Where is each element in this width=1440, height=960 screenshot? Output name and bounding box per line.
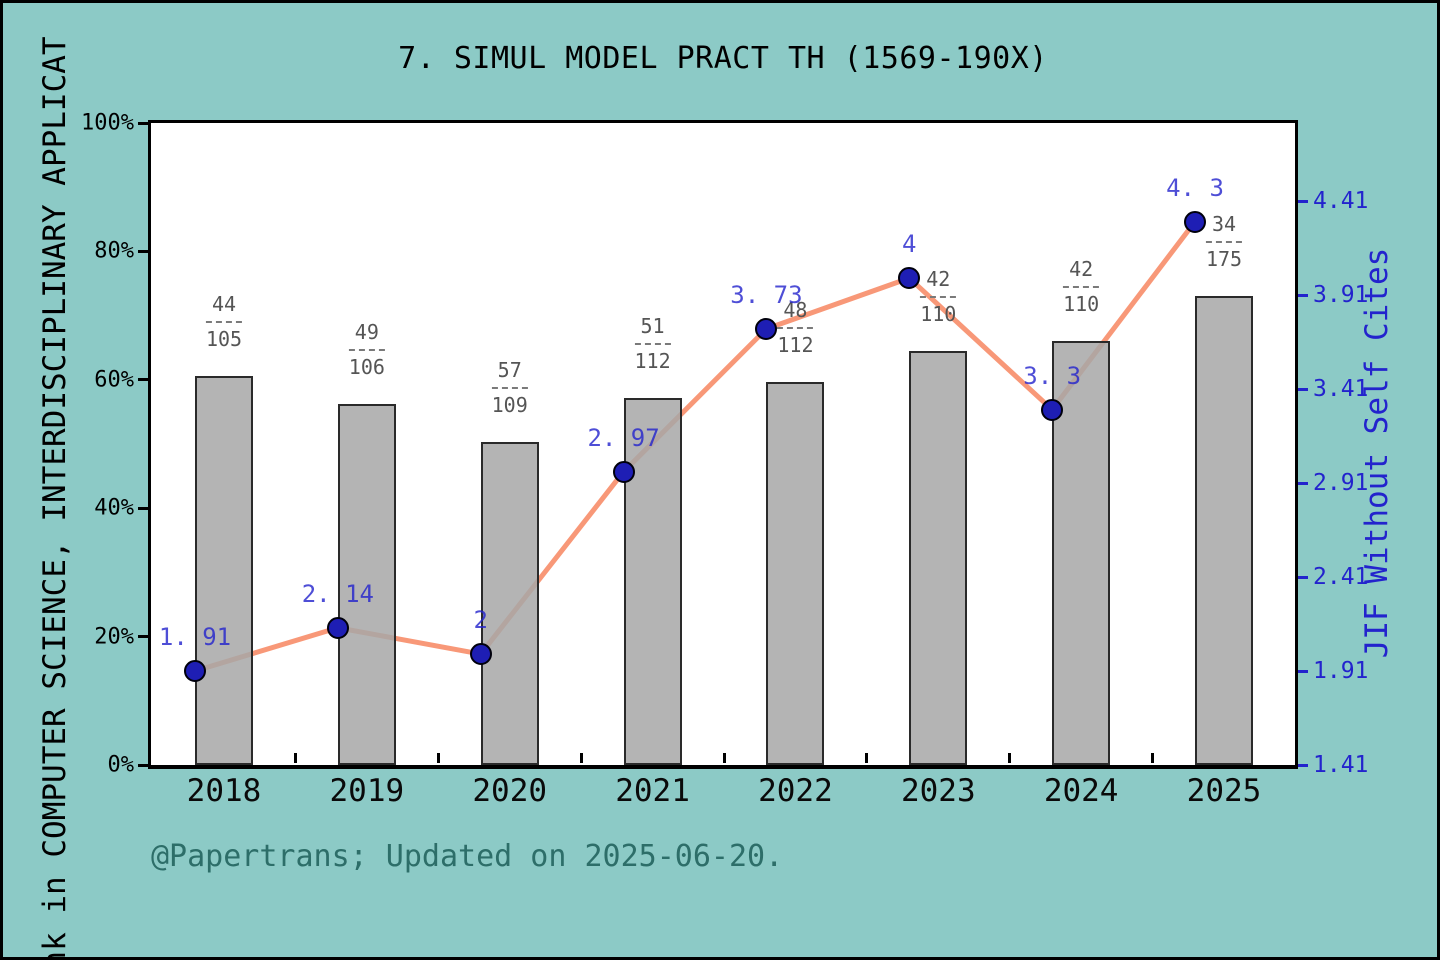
right-tick-label-3.91: 3.91 [1313, 282, 1369, 308]
fraction-divider [1063, 286, 1100, 289]
jif-point-label-2019: 2. 14 [301, 579, 374, 608]
bar-fraction-2018: 44 105 [205, 291, 243, 351]
bar-fraction-2019: 49 106 [348, 319, 385, 379]
jif-point-label-2018: 1. 91 [158, 623, 232, 651]
x-minor-tick [1008, 753, 1012, 763]
x-tick-label-2022: 2022 [758, 773, 833, 809]
left-tickmark [138, 763, 148, 767]
fraction-denominator: 110 [920, 301, 957, 326]
left-tick-label-60%: 60% [94, 367, 134, 393]
fraction-numerator: 51 [640, 314, 665, 339]
bar-fraction-2021: 51 112 [635, 316, 671, 372]
x-minor-tick [1151, 753, 1155, 763]
x-tick-label-2019: 2019 [329, 773, 405, 809]
x-tick-label-2020: 2020 [472, 773, 548, 809]
left-axis-title: nk in COMPUTER SCIENCE, INTERDISCIPLINAR… [37, 36, 73, 960]
fraction-divider [1206, 241, 1242, 244]
jif-point-marker-2018 [184, 660, 206, 682]
jif-point-marker-2020 [469, 643, 492, 666]
jif-point-label-2023: 4 [902, 230, 917, 259]
right-tickmark [1298, 763, 1308, 767]
x-minor-tick [722, 753, 726, 763]
bar-2025 [1195, 296, 1253, 765]
left-tick-label-100%: 100% [81, 110, 134, 136]
fraction-denominator: 109 [491, 393, 528, 418]
fraction-denominator: 105 [205, 326, 243, 351]
left-tick-label-20%: 20% [94, 624, 134, 650]
jif-point-label-2022: 3. 73 [730, 280, 803, 309]
x-tick-label-2018: 2018 [186, 773, 262, 809]
bar-fraction-2023: 42 110 [920, 266, 957, 326]
chart-title: 7. SIMUL MODEL PRACT TH (1569-190X) [398, 41, 1048, 76]
plot-area [148, 120, 1298, 769]
fraction-divider [920, 295, 957, 298]
fraction-denominator: 175 [1205, 247, 1243, 272]
fraction-numerator: 42 [926, 266, 951, 291]
x-tick-label-2024: 2024 [1043, 773, 1119, 809]
jif-point-marker-2019 [326, 616, 349, 639]
bar-2021 [623, 398, 682, 765]
footer-note: @Papertrans; Updated on 2025-06-20. [151, 839, 784, 874]
fraction-denominator: 112 [634, 349, 671, 374]
right-tick-label-1.41: 1.41 [1313, 752, 1369, 778]
left-tickmark [138, 506, 148, 510]
fraction-numerator: 42 [1069, 257, 1094, 282]
jif-point-marker-2024 [1041, 398, 1064, 421]
x-minor-tick [436, 753, 440, 763]
left-tick-label-0%: 0% [107, 752, 135, 778]
right-axis-title: JIF Without Self Cites [1359, 247, 1395, 659]
right-tickmark [1298, 387, 1308, 391]
x-minor-tick [579, 753, 583, 763]
fraction-numerator: 49 [354, 319, 379, 344]
left-tickmark [138, 378, 148, 382]
fraction-denominator: 106 [348, 354, 385, 379]
x-tick-label-2021: 2021 [615, 773, 690, 809]
right-tickmark [1298, 481, 1308, 485]
jif-point-label-2024: 3. 3 [1023, 361, 1082, 390]
bar-fraction-2020: 57 109 [492, 360, 528, 416]
right-tick-label-4.41: 4.41 [1313, 188, 1369, 214]
jif-point-label-2021: 2. 97 [587, 423, 660, 452]
fraction-denominator: 112 [777, 333, 814, 358]
left-tickmark [138, 121, 148, 125]
x-tick-label-2023: 2023 [900, 773, 976, 809]
bar-2020 [480, 442, 539, 765]
fraction-divider [206, 320, 242, 323]
fraction-numerator: 34 [1211, 212, 1237, 237]
fraction-divider [491, 387, 528, 390]
bar-fraction-2024: 42 110 [1063, 259, 1099, 315]
jif-point-marker-2021 [612, 460, 635, 483]
right-tickmark [1298, 293, 1308, 297]
fraction-numerator: 44 [211, 291, 237, 316]
fraction-divider [777, 327, 814, 330]
bar-2023 [909, 350, 968, 765]
right-tick-label-1.91: 1.91 [1313, 658, 1369, 684]
bar-fraction-2025: 34 175 [1206, 214, 1242, 270]
right-tick-label-2.41: 2.41 [1313, 564, 1369, 590]
fraction-divider [634, 343, 671, 346]
left-tickmark [138, 635, 148, 639]
left-tick-label-80%: 80% [94, 238, 134, 264]
right-tickmark [1298, 669, 1308, 673]
fraction-numerator: 57 [497, 358, 522, 383]
x-minor-tick [293, 753, 297, 763]
right-tickmark [1298, 199, 1308, 203]
right-tick-label-2.91: 2.91 [1313, 470, 1369, 496]
right-tick-label-3.41: 3.41 [1313, 376, 1369, 402]
left-tick-label-40%: 40% [94, 495, 134, 521]
x-tick-label-2025: 2025 [1186, 773, 1262, 809]
fraction-denominator: 110 [1063, 292, 1100, 317]
jif-point-label-2020: 2 [473, 606, 488, 635]
bar-2022 [766, 382, 825, 765]
x-minor-tick [865, 753, 869, 763]
fraction-divider [348, 348, 385, 351]
right-tickmark [1298, 575, 1308, 579]
bar-2018 [195, 375, 253, 765]
jif-point-label-2025: 4. 3 [1166, 173, 1224, 202]
left-tickmark [138, 249, 148, 253]
jif-point-marker-2025 [1184, 210, 1206, 233]
